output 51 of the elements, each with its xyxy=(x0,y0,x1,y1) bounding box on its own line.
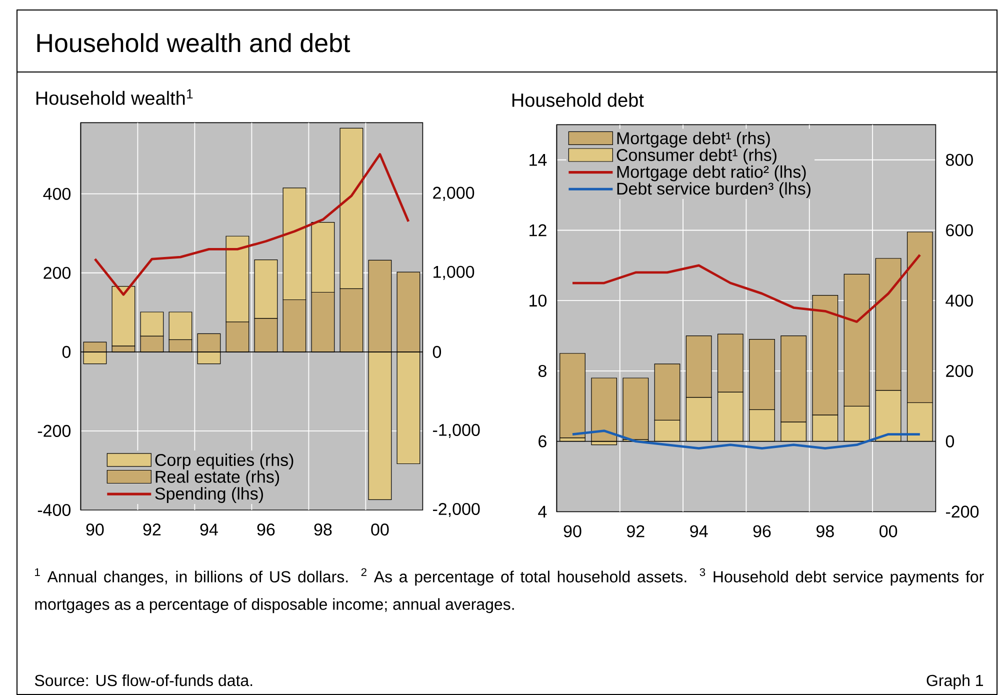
line-series xyxy=(571,430,922,450)
y-tick-label: 400 xyxy=(43,188,71,200)
legend-label: Debt service burden³ (lhs) xyxy=(617,182,810,198)
bar xyxy=(560,353,586,438)
y-tick-label: 6 xyxy=(538,435,546,448)
x-tick-label: 94 xyxy=(200,524,218,536)
x-tick-label: 90 xyxy=(564,525,582,538)
y2-tick-label: -1,000 xyxy=(432,424,480,438)
y2-tick-label: 200 xyxy=(946,364,973,377)
y-tick-label: 4 xyxy=(538,506,547,518)
x-tick-label: 92 xyxy=(143,524,161,536)
y-tick-label: 10 xyxy=(530,294,547,307)
line-series xyxy=(94,153,410,296)
y2-tick-label: 800 xyxy=(946,154,973,166)
y-tick-label: 8 xyxy=(538,364,546,377)
chart-subtitle: Household debt xyxy=(512,92,644,107)
x-tick-label: 98 xyxy=(314,524,332,536)
source-note: Source: US flow-of-funds data. xyxy=(34,674,252,686)
y2-tick-label: 600 xyxy=(946,224,973,236)
y-tick-label: 200 xyxy=(44,266,71,279)
chart-subtitle: Household wealth$^{1}$ xyxy=(36,89,193,105)
x-tick-label: 00 xyxy=(371,524,389,536)
line-series xyxy=(571,254,922,323)
x-tick-label: 00 xyxy=(880,525,898,538)
legend-label: Spending (lhs) xyxy=(155,487,263,504)
legend-label: Corp equities (rhs) xyxy=(155,454,294,470)
legend-label: Mortgage debt ratio² (lhs) xyxy=(617,165,806,182)
x-tick-label: 90 xyxy=(86,524,104,536)
y2-tick-label: -2,000 xyxy=(432,502,480,518)
y2-tick-label: -200 xyxy=(946,506,979,518)
text: $^{1}$ Annual changes, in billions of US dollars. $^{2}$ As a percentage of total household assets. $^{3}$ Household debt service payments for mortgages as a percentage of disposable income; annual averages. xyxy=(35,568,984,614)
chart-title: Household wealth and debt xyxy=(37,33,350,52)
y2-tick-label: 0 xyxy=(946,435,954,448)
y-tick-label: -400 xyxy=(38,504,71,516)
x-tick-label: 96 xyxy=(753,525,771,538)
caption: Graph 1 xyxy=(926,674,983,690)
y-tick-label: -200 xyxy=(38,424,71,437)
x-tick-label: 96 xyxy=(257,524,275,536)
y-tick-label: 14 xyxy=(530,154,547,166)
x-tick-label: 98 xyxy=(816,525,834,538)
legend-label: Real estate (rhs) xyxy=(156,470,280,486)
x-tick-label: 92 xyxy=(627,525,644,538)
legend-label: Consumer debt¹ (rhs) xyxy=(616,148,776,164)
y2-tick-label: 0 xyxy=(432,346,442,358)
y2-tick-label: 400 xyxy=(946,294,973,307)
y2-tick-label: 2,000 xyxy=(433,186,474,201)
y-tick-label: 0 xyxy=(62,346,71,358)
y2-tick-label: 1,000 xyxy=(434,266,474,280)
legend-label: Mortgage debt¹ (rhs) xyxy=(617,132,770,148)
x-tick-label: 94 xyxy=(690,525,708,538)
y-tick-label: 12 xyxy=(530,224,546,236)
